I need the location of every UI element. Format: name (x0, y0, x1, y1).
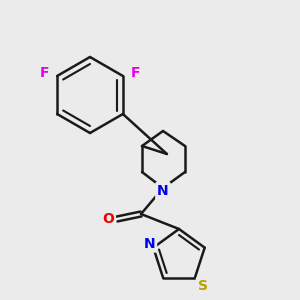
Text: N: N (157, 184, 169, 198)
Text: S: S (198, 279, 208, 293)
Text: F: F (131, 66, 141, 80)
Text: O: O (102, 212, 114, 226)
Text: F: F (39, 66, 49, 80)
Text: N: N (143, 237, 155, 251)
